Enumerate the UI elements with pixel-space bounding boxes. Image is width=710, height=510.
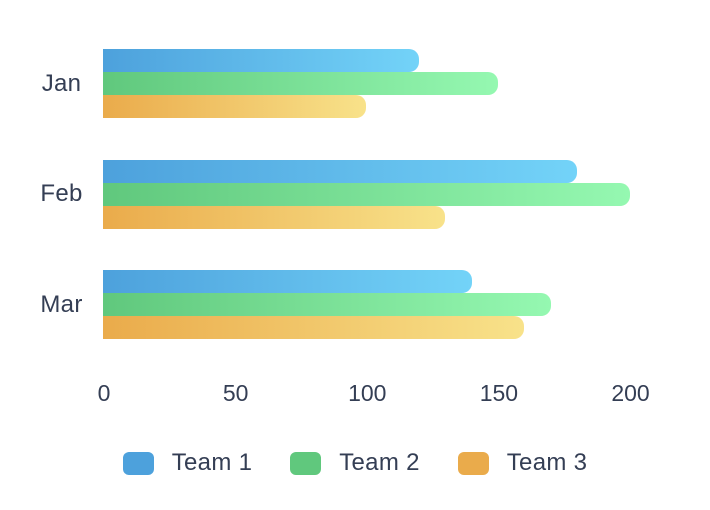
x-tick-100: 100 [348,380,387,406]
legend-item-team-3[interactable]: Team 3 [457,449,588,477]
category-label-mar: Mar [40,290,83,318]
x-tick-0: 0 [97,380,111,406]
legend-item-team-1[interactable]: Team 1 [122,449,253,477]
bar-team-1-feb[interactable] [103,159,577,183]
category-label-feb: Feb [40,180,83,207]
bar-team-1-mar[interactable] [103,270,472,293]
legend-label-team-3: Team 3 [506,449,588,476]
x-tick-150: 150 [479,380,519,406]
bar-group-mar: Mar [0,270,710,339]
bar-team-1-jan[interactable] [103,49,419,72]
bar-team-2-jan[interactable] [103,72,498,95]
legend-marker-team-1-icon [122,451,154,475]
legend: Team 1 Team 2 Team 3 [0,449,710,477]
bar-stack-feb [103,159,630,229]
legend-label-team-2: Team 2 [339,449,420,476]
category-label-jan: Jan [41,69,82,97]
x-tick-200: 200 [611,380,650,406]
bar-stack-mar [103,270,551,339]
bar-team-2-mar[interactable] [103,293,551,316]
legend-item-team-2[interactable]: Team 2 [290,449,420,477]
bar-team-3-mar[interactable] [103,316,525,339]
legend-label-team-1: Team 1 [171,449,253,476]
bar-team-3-jan[interactable] [103,95,367,118]
bar-group-jan: Jan [0,49,710,118]
x-tick-50: 50 [222,380,249,406]
legend-marker-team-3-icon [457,451,489,475]
bar-team-2-feb[interactable] [103,182,630,206]
bar-group-feb: Feb [0,159,710,229]
bar-stack-jan [103,49,498,118]
bar-team-3-feb[interactable] [103,205,446,229]
legend-marker-team-2-icon [290,451,322,475]
